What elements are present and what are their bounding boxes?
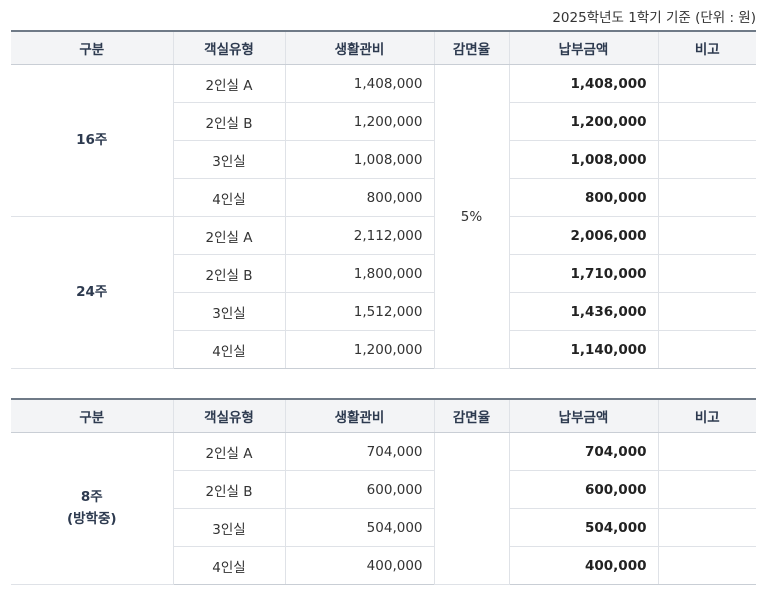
vacation-fee-table: 구분 객실유형 생활관비 감면율 납부금액 비고 8주 (방학중) 2인실 A … [11, 398, 756, 585]
header-payment: 납부금액 [508, 30, 658, 65]
table-row: 4인실 1,200,000 1,140,000 [11, 330, 756, 369]
living-fee-cell: 1,200,000 [284, 102, 434, 141]
living-fee-cell: 1,408,000 [284, 64, 434, 103]
group-label-line1: 8주 [80, 488, 103, 505]
payment-cell: 504,000 [508, 508, 658, 547]
payment-cell: 800,000 [508, 178, 658, 217]
payment-cell: 1,710,000 [508, 254, 658, 293]
table-header-row: 구분 객실유형 생활관비 감면율 납부금액 비고 [11, 398, 756, 433]
payment-cell: 400,000 [508, 546, 658, 585]
group-label-line2: (방학중) [66, 510, 117, 527]
header-discount-rate: 감면율 [433, 398, 509, 433]
room-type-cell: 2인실 B [172, 470, 285, 509]
payment-cell: 1,008,000 [508, 140, 658, 179]
table-row: 4인실 800,000 800,000 [11, 178, 756, 217]
payment-cell: 600,000 [508, 470, 658, 509]
group-label-8-weeks: 8주 (방학중) [11, 432, 173, 585]
payment-cell: 1,140,000 [508, 330, 658, 369]
room-type-cell: 3인실 [172, 140, 285, 179]
header-living-fee: 생활관비 [284, 30, 434, 65]
room-type-cell: 4인실 [172, 546, 285, 585]
living-fee-cell: 504,000 [284, 508, 434, 547]
note-cell [657, 64, 756, 103]
living-fee-cell: 1,008,000 [284, 140, 434, 179]
room-type-cell: 3인실 [172, 292, 285, 331]
note-cell [657, 330, 756, 369]
note-cell [657, 508, 756, 547]
payment-cell: 1,436,000 [508, 292, 658, 331]
group-label-16-weeks: 16주 [11, 64, 173, 217]
header-discount-rate: 감면율 [433, 30, 509, 65]
note-cell [657, 432, 756, 471]
header-category: 구분 [11, 398, 173, 433]
living-fee-cell: 1,512,000 [284, 292, 434, 331]
payment-cell: 1,200,000 [508, 102, 658, 141]
semester-fee-table: 구분 객실유형 생활관비 감면율 납부금액 비고 16주 2인실 A 1,408… [11, 30, 756, 369]
table-row: 2인실 B 600,000 600,000 [11, 470, 756, 509]
table-row: 3인실 1,008,000 1,008,000 [11, 140, 756, 179]
note-cell [657, 254, 756, 293]
note-cell [657, 140, 756, 179]
living-fee-cell: 2,112,000 [284, 216, 434, 255]
living-fee-cell: 1,200,000 [284, 330, 434, 369]
table-row: 8주 (방학중) 2인실 A 704,000 704,000 [11, 432, 756, 585]
note-cell [657, 470, 756, 509]
payment-cell: 1,408,000 [508, 64, 658, 103]
unit-caption: 2025학년도 1학기 기준 (단위 : 원) [552, 10, 756, 26]
table-row: 16주 2인실 A 1,408,000 5% 1,408,000 [11, 64, 756, 369]
note-cell [657, 102, 756, 141]
note-cell [657, 292, 756, 331]
table-row: 4인실 400,000 400,000 [11, 546, 756, 585]
note-cell [657, 546, 756, 585]
table-row: 24주 2인실 A 2,112,000 2,006,000 [11, 216, 756, 369]
room-type-cell: 2인실 A [172, 216, 285, 255]
header-living-fee: 생활관비 [284, 398, 434, 433]
living-fee-cell: 600,000 [284, 470, 434, 509]
room-type-cell: 4인실 [172, 330, 285, 369]
table-row: 3인실 1,512,000 1,436,000 [11, 292, 756, 331]
room-type-cell: 3인실 [172, 508, 285, 547]
room-type-cell: 2인실 B [172, 102, 285, 141]
payment-cell: 2,006,000 [508, 216, 658, 255]
table-row: 2인실 B 1,200,000 1,200,000 [11, 102, 756, 141]
living-fee-cell: 1,800,000 [284, 254, 434, 293]
header-note: 비고 [657, 30, 756, 65]
note-cell [657, 178, 756, 217]
living-fee-cell: 704,000 [284, 432, 434, 471]
group-label-24-weeks: 24주 [11, 216, 173, 369]
living-fee-cell: 400,000 [284, 546, 434, 585]
note-cell [657, 216, 756, 255]
header-room-type: 객실유형 [172, 30, 285, 65]
living-fee-cell: 800,000 [284, 178, 434, 217]
table-header-row: 구분 객실유형 생활관비 감면율 납부금액 비고 [11, 30, 756, 65]
table-row: 2인실 B 1,800,000 1,710,000 [11, 254, 756, 293]
header-category: 구분 [11, 30, 173, 65]
payment-cell: 704,000 [508, 432, 658, 471]
table-row: 3인실 504,000 504,000 [11, 508, 756, 547]
room-type-cell: 2인실 A [172, 64, 285, 103]
room-type-cell: 4인실 [172, 178, 285, 217]
header-note: 비고 [657, 398, 756, 433]
header-payment: 납부금액 [508, 398, 658, 433]
discount-rate-cell [433, 432, 509, 585]
room-type-cell: 2인실 A [172, 432, 285, 471]
discount-rate-cell: 5% [433, 64, 509, 369]
header-room-type: 객실유형 [172, 398, 285, 433]
room-type-cell: 2인실 B [172, 254, 285, 293]
